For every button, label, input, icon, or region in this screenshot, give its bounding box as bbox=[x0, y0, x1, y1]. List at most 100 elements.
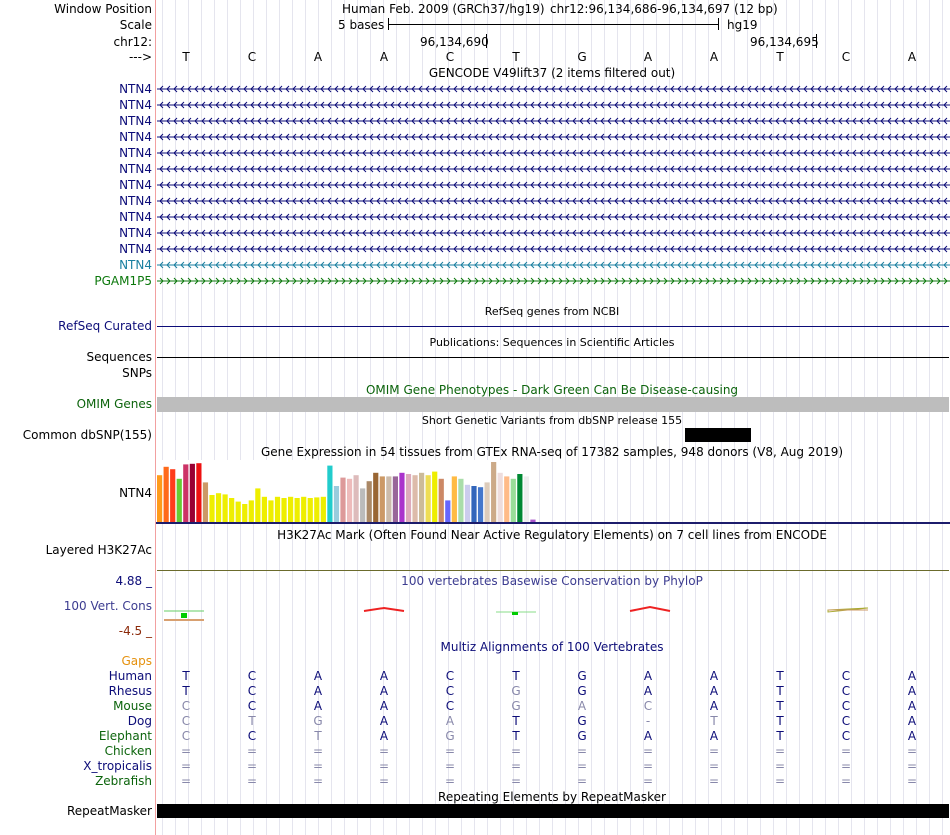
gtex-bar[interactable] bbox=[176, 478, 182, 522]
common-dbsnp-label[interactable]: Common dbSNP(155) bbox=[22, 428, 152, 442]
gtex-bar[interactable] bbox=[215, 493, 222, 522]
gtex-bar[interactable] bbox=[353, 475, 359, 522]
gtex-bar[interactable] bbox=[294, 498, 300, 522]
gtex-bar[interactable] bbox=[392, 476, 398, 522]
gtex-bar[interactable] bbox=[523, 476, 529, 522]
species-label[interactable]: Dog bbox=[127, 714, 152, 728]
gtex-bar[interactable] bbox=[497, 472, 503, 522]
gtex-bar[interactable] bbox=[170, 469, 176, 522]
gencode-track-title[interactable]: GENCODE V49lift37 (2 items filtered out) bbox=[428, 66, 676, 80]
gtex-gene-label[interactable]: NTN4 bbox=[119, 486, 152, 500]
gtex-bar[interactable] bbox=[301, 496, 307, 522]
gtex-bar[interactable] bbox=[477, 487, 484, 522]
gene-feature[interactable] bbox=[157, 196, 950, 206]
gene-label[interactable]: NTN4 bbox=[119, 226, 152, 240]
gtex-bar[interactable] bbox=[229, 498, 235, 522]
gtex-bar[interactable] bbox=[202, 482, 209, 522]
gene-feature[interactable] bbox=[157, 132, 950, 142]
gtex-bar[interactable] bbox=[491, 462, 497, 522]
gtex-bar[interactable] bbox=[274, 496, 281, 522]
species-label[interactable]: X_tropicalis bbox=[83, 759, 152, 773]
gtex-bar[interactable] bbox=[360, 488, 366, 522]
gaps-label[interactable]: Gaps bbox=[121, 654, 152, 668]
repeatmasker-bar[interactable] bbox=[157, 804, 949, 818]
phylop-track-label[interactable]: 100 Vert. Cons bbox=[63, 599, 152, 613]
h3k27ac-label[interactable]: Layered H3K27Ac bbox=[45, 543, 152, 557]
gtex-bar[interactable] bbox=[163, 466, 169, 522]
gene-feature[interactable] bbox=[157, 276, 950, 286]
gtex-bar[interactable] bbox=[399, 472, 405, 522]
refseq-gene-line[interactable] bbox=[157, 326, 949, 327]
gtex-bar[interactable] bbox=[157, 475, 163, 522]
gtex-bar[interactable] bbox=[288, 496, 294, 522]
gene-feature[interactable] bbox=[157, 148, 950, 158]
gtex-bar[interactable] bbox=[405, 474, 412, 522]
gtex-bar[interactable] bbox=[235, 501, 241, 522]
gtex-bar[interactable] bbox=[189, 463, 195, 522]
gene-label[interactable]: NTN4 bbox=[119, 98, 152, 112]
gtex-bar[interactable] bbox=[412, 475, 418, 522]
gtex-bar[interactable] bbox=[196, 463, 202, 522]
gene-label[interactable]: NTN4 bbox=[119, 210, 152, 224]
gtex-bar[interactable] bbox=[366, 481, 372, 522]
gtex-bar[interactable] bbox=[464, 484, 471, 522]
omim-gene-bar[interactable] bbox=[157, 397, 949, 412]
species-label[interactable]: Zebrafish bbox=[95, 774, 152, 788]
gene-label[interactable]: NTN4 bbox=[119, 114, 152, 128]
gtex-bar[interactable] bbox=[320, 496, 326, 522]
gtex-bar[interactable] bbox=[438, 478, 444, 522]
multiz-track-title[interactable]: Multiz Alignments of 100 Vertebrates bbox=[440, 640, 664, 654]
sequences-line[interactable] bbox=[157, 357, 949, 358]
gene-label[interactable]: NTN4 bbox=[119, 178, 152, 192]
gtex-bar[interactable] bbox=[451, 476, 457, 522]
gtex-bar[interactable] bbox=[281, 498, 287, 522]
species-label[interactable]: Mouse bbox=[113, 699, 152, 713]
dbsnp-variant[interactable] bbox=[685, 428, 751, 442]
gene-feature[interactable] bbox=[157, 260, 950, 270]
omim-genes-label[interactable]: OMIM Genes bbox=[76, 397, 152, 411]
gene-label[interactable]: PGAM1P5 bbox=[94, 274, 152, 288]
gtex-bar[interactable] bbox=[373, 472, 379, 522]
gtex-bar[interactable] bbox=[255, 488, 261, 522]
gtex-bar[interactable] bbox=[419, 472, 425, 522]
phylop-track-title[interactable]: 100 vertebrates Basewise Conservation by… bbox=[401, 574, 703, 588]
h3k27ac-track-title[interactable]: H3K27Ac Mark (Often Found Near Active Re… bbox=[277, 528, 827, 542]
gtex-bar[interactable] bbox=[484, 482, 490, 522]
gtex-bar[interactable] bbox=[504, 476, 510, 522]
gtex-bar[interactable] bbox=[307, 498, 313, 522]
sequences-label[interactable]: Sequences bbox=[86, 350, 152, 364]
gtex-bar[interactable] bbox=[248, 500, 254, 522]
gtex-bar[interactable] bbox=[183, 464, 189, 522]
gtex-bar[interactable] bbox=[379, 476, 385, 522]
gtex-track-title[interactable]: Gene Expression in 54 tissues from GTEx … bbox=[260, 445, 844, 459]
gtex-bar[interactable] bbox=[314, 497, 320, 522]
refseq-curated-label[interactable]: RefSeq Curated bbox=[58, 319, 152, 333]
gtex-bar[interactable] bbox=[510, 478, 516, 522]
refseq-track-title[interactable]: RefSeq genes from NCBI bbox=[484, 305, 620, 318]
gene-label[interactable]: NTN4 bbox=[119, 194, 152, 208]
gtex-bar[interactable] bbox=[517, 474, 523, 522]
gtex-expression-chart[interactable] bbox=[156, 460, 536, 522]
snps-label[interactable]: SNPs bbox=[122, 366, 152, 380]
gene-label[interactable]: NTN4 bbox=[119, 130, 152, 144]
gene-feature[interactable] bbox=[157, 244, 950, 254]
gene-feature[interactable] bbox=[157, 116, 950, 126]
gene-label[interactable]: NTN4 bbox=[119, 82, 152, 96]
gene-feature[interactable] bbox=[157, 100, 950, 110]
species-label[interactable]: Rhesus bbox=[108, 684, 152, 698]
gene-feature[interactable] bbox=[157, 228, 950, 238]
gtex-bar[interactable] bbox=[471, 486, 477, 522]
gtex-bar[interactable] bbox=[222, 494, 228, 522]
gene-feature[interactable] bbox=[157, 180, 950, 190]
gtex-bar[interactable] bbox=[432, 471, 438, 522]
gene-label[interactable]: NTN4 bbox=[119, 146, 152, 160]
gtex-bar[interactable] bbox=[425, 475, 431, 522]
gene-label[interactable]: NTN4 bbox=[119, 242, 152, 256]
dbsnp-track-title[interactable]: Short Genetic Variants from dbSNP releas… bbox=[421, 414, 683, 427]
gtex-bar[interactable] bbox=[445, 500, 451, 522]
gene-feature[interactable] bbox=[157, 212, 950, 222]
gtex-bar[interactable] bbox=[458, 478, 464, 522]
publications-track-title[interactable]: Publications: Sequences in Scientific Ar… bbox=[429, 336, 675, 349]
gene-feature[interactable] bbox=[157, 164, 950, 174]
gene-label[interactable]: NTN4 bbox=[119, 258, 152, 272]
